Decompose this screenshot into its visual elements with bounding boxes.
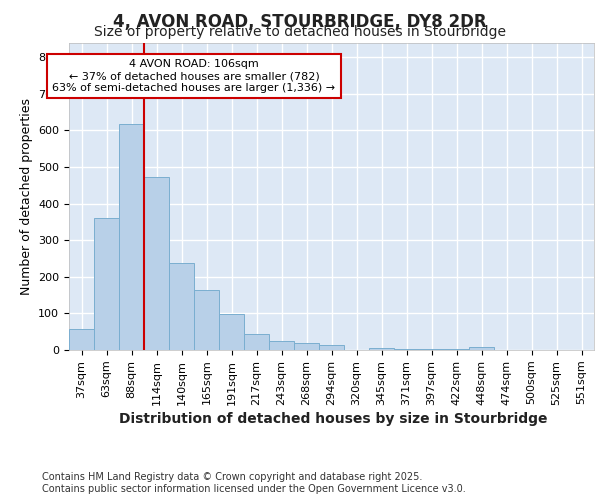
Bar [194, 290, 219, 350]
Bar [94, 218, 119, 350]
Bar [219, 314, 244, 350]
Bar [294, 342, 319, 350]
Bar [469, 347, 494, 350]
Text: Contains HM Land Registry data © Crown copyright and database right 2025.
Contai: Contains HM Land Registry data © Crown c… [42, 472, 466, 494]
Bar [69, 329, 94, 350]
Text: 4 AVON ROAD: 106sqm
← 37% of detached houses are smaller (782)
63% of semi-detac: 4 AVON ROAD: 106sqm ← 37% of detached ho… [52, 60, 335, 92]
Bar [394, 348, 419, 350]
Bar [119, 124, 144, 350]
Bar [169, 263, 194, 350]
Bar [369, 348, 394, 350]
Y-axis label: Number of detached properties: Number of detached properties [20, 98, 32, 294]
Bar [244, 334, 269, 350]
Bar [419, 349, 444, 350]
Bar [144, 177, 169, 350]
Bar [319, 345, 344, 350]
Bar [269, 341, 294, 350]
Text: 4, AVON ROAD, STOURBRIDGE, DY8 2DR: 4, AVON ROAD, STOURBRIDGE, DY8 2DR [113, 12, 487, 30]
Text: Size of property relative to detached houses in Stourbridge: Size of property relative to detached ho… [94, 25, 506, 39]
Text: Distribution of detached houses by size in Stourbridge: Distribution of detached houses by size … [119, 412, 547, 426]
